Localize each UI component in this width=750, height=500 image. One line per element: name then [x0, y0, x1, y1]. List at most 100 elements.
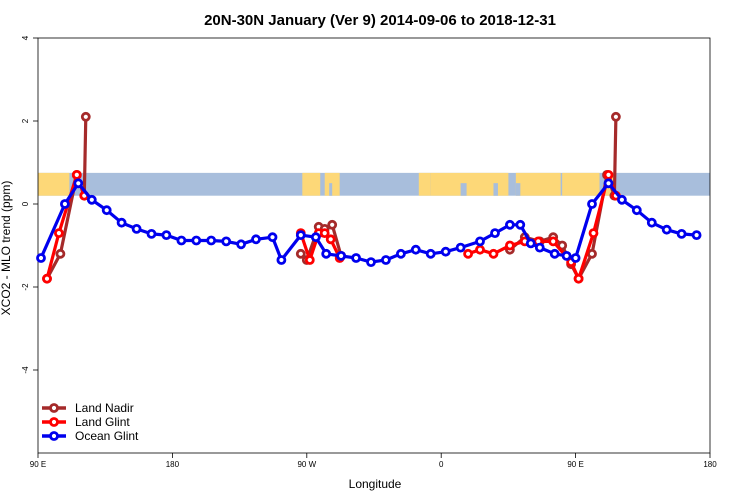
data-point-ocean-glint: [73, 178, 84, 189]
data-point-land-glint: [603, 169, 614, 180]
data-point-ocean-glint: [661, 224, 672, 235]
data-point-ocean-glint: [60, 199, 70, 209]
map-water-red-sea: [460, 183, 467, 196]
legend-item-land-glint: Land Glint: [42, 415, 130, 429]
data-point-ocean-glint: [351, 253, 362, 263]
data-point-ocean-glint: [425, 248, 436, 259]
data-point-land-nadir: [611, 111, 621, 122]
data-point-ocean-glint: [455, 242, 466, 253]
data-point-land-nadir: [80, 111, 91, 122]
data-point-ocean-glint: [36, 253, 46, 263]
data-point-ocean-glint: [676, 228, 687, 239]
data-point-land-glint: [548, 236, 559, 247]
data-point-ocean-glint: [321, 248, 332, 259]
legend-item-land-nadir: Land Nadir: [42, 401, 134, 415]
data-point-land-glint: [71, 169, 82, 180]
map-water-persian-gulf: [493, 183, 498, 196]
series-layer: [36, 111, 702, 284]
map-water-gulf-of-mexico: [329, 183, 333, 196]
data-point-ocean-glint: [236, 239, 247, 250]
x-tick-label: 90 E: [30, 460, 46, 469]
data-point-ocean-glint: [267, 232, 278, 243]
data-point-ocean-glint: [691, 230, 702, 241]
data-point-land-nadir: [55, 248, 66, 259]
data-point-land-glint: [463, 248, 474, 259]
data-point-ocean-glint: [380, 255, 391, 265]
data-point-land-glint: [325, 234, 336, 245]
map-land-middle-east-india: [515, 172, 561, 196]
data-point-land-glint: [475, 244, 485, 255]
data-point-land-glint: [304, 255, 315, 265]
data-point-ocean-glint: [295, 230, 306, 241]
data-point-ocean-glint: [631, 205, 642, 216]
legend-marker-ocean-glint: [49, 431, 59, 441]
legend-label-land-nadir: Land Nadir: [75, 401, 134, 415]
y-tick-label: -4: [21, 366, 30, 374]
y-tick-label: 4: [21, 35, 30, 40]
data-point-ocean-glint: [515, 219, 526, 230]
data-point-land-nadir: [295, 248, 306, 259]
data-point-ocean-glint: [206, 235, 217, 246]
x-tick-label: 180: [166, 460, 180, 469]
data-point-ocean-glint: [603, 178, 614, 189]
data-point-ocean-glint: [366, 257, 376, 268]
data-point-ocean-glint: [221, 236, 232, 247]
data-point-ocean-glint: [310, 232, 321, 243]
map-land-sahara-arabia: [430, 172, 509, 196]
data-point-land-glint: [319, 228, 330, 239]
data-point-ocean-glint: [570, 253, 581, 263]
legend-label-land-glint: Land Glint: [75, 415, 130, 429]
data-point-ocean-glint: [131, 223, 142, 234]
y-tick-label: -2: [21, 283, 30, 291]
data-point-ocean-glint: [410, 244, 421, 255]
data-point-ocean-glint: [475, 236, 485, 247]
data-point-ocean-glint: [525, 238, 536, 249]
map-water-arabian-sea: [515, 183, 521, 196]
data-point-ocean-glint: [490, 228, 500, 239]
data-point-ocean-glint: [336, 250, 347, 261]
data-point-land-nadir: [587, 248, 597, 259]
series-land-glint: [42, 169, 621, 284]
x-tick-label: 90 E: [567, 460, 583, 469]
data-point-land-glint: [573, 273, 584, 284]
data-point-ocean-glint: [504, 219, 515, 230]
data-point-ocean-glint: [101, 205, 112, 216]
y-tick-label: 2: [21, 118, 30, 123]
series-land-nadir: [42, 111, 621, 284]
plot-frame: [37, 37, 711, 454]
y-axis-label: XCO2 - MLO trend (ppm): [0, 181, 13, 316]
x-axis-label: Longitude: [349, 477, 402, 491]
data-point-ocean-glint: [251, 234, 261, 245]
data-point-ocean-glint: [191, 235, 202, 246]
chart-title: 20N-30N January (Ver 9) 2014-09-06 to 20…: [204, 12, 556, 29]
map-land-north-america: [302, 172, 321, 196]
data-point-land-glint: [488, 248, 499, 259]
x-tick-label: 180: [703, 460, 717, 469]
map-land-asia-east: [38, 172, 70, 196]
legend-marker-land-glint: [49, 417, 59, 427]
data-point-ocean-glint: [146, 228, 157, 239]
data-point-ocean-glint: [646, 217, 657, 228]
series-ocean-glint: [36, 178, 702, 268]
data-point-land-glint: [504, 240, 515, 251]
data-point-ocean-glint: [176, 235, 187, 246]
legend-marker-land-nadir: [49, 403, 59, 413]
data-point-land-glint: [54, 228, 64, 239]
data-point-ocean-glint: [161, 230, 172, 241]
legend-label-ocean-glint: Ocean Glint: [75, 429, 139, 443]
map-land-south-asia: [562, 172, 600, 196]
data-point-ocean-glint: [276, 255, 287, 265]
map-land-west-africa: [418, 172, 431, 196]
map-band: [38, 172, 710, 196]
data-point-ocean-glint: [617, 194, 627, 205]
legend: Land Nadir Land Glint Ocean Glint: [42, 401, 139, 443]
data-point-ocean-glint: [86, 194, 97, 205]
y-axis-ticks: 4 2 0 -2 -4: [21, 35, 38, 374]
data-point-land-nadir: [327, 219, 338, 230]
data-point-land-glint: [42, 273, 52, 284]
series-line-ocean-glint-0: [39, 181, 697, 264]
data-point-land-glint: [588, 228, 599, 239]
data-point-ocean-glint: [561, 250, 572, 261]
y-tick-label: 0: [21, 201, 30, 206]
